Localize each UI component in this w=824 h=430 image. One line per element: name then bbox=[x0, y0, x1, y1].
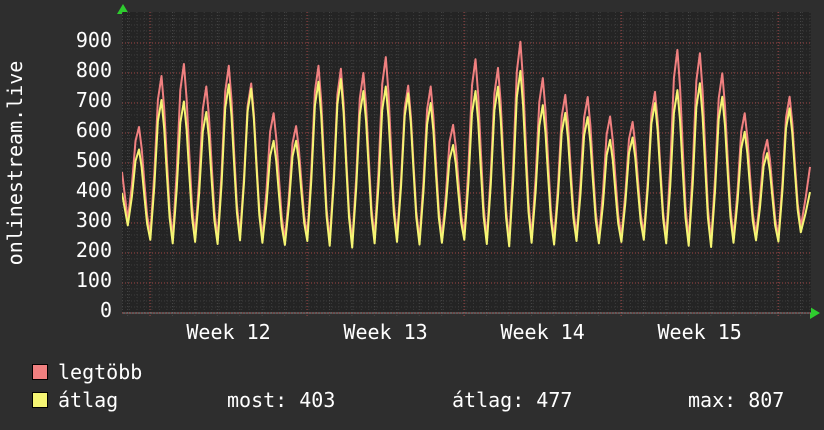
chart-plot-area bbox=[122, 12, 811, 318]
x-axis-week-label: Week 14 bbox=[500, 320, 585, 344]
y-axis-tick-label: 0 bbox=[99, 298, 112, 322]
y-axis-tick-label: 100 bbox=[75, 268, 112, 292]
legend-swatch-legtobb bbox=[32, 364, 48, 380]
y-axis-arrow-icon bbox=[117, 4, 129, 14]
y-axis-tick-label: 900 bbox=[75, 28, 112, 52]
x-axis-week-label: Week 13 bbox=[343, 320, 428, 344]
legend-swatch-atlag bbox=[32, 392, 48, 408]
legend-item-legtobb: legtöbb bbox=[32, 362, 142, 382]
y-axis-tick-label: 600 bbox=[75, 118, 112, 142]
y-axis-tick-label: 800 bbox=[75, 58, 112, 82]
y-axis-tick-label: 200 bbox=[75, 238, 112, 262]
x-axis-arrow-icon bbox=[810, 307, 820, 319]
y-axis-tick-label: 400 bbox=[75, 178, 112, 202]
y-axis-tick-label: 300 bbox=[75, 208, 112, 232]
x-axis-week-label: Week 15 bbox=[657, 320, 742, 344]
series-line-atlag bbox=[122, 69, 811, 249]
stat-max: max: 807 bbox=[688, 388, 785, 412]
legend-label-atlag: átlag bbox=[58, 388, 119, 412]
legend-label-legtobb: legtöbb bbox=[58, 360, 143, 384]
legend-item-atlag: átlag bbox=[32, 390, 118, 410]
stat-most: most: 403 bbox=[227, 388, 336, 412]
y-axis-tick-label: 700 bbox=[75, 88, 112, 112]
stat-atlag: átlag: 477 bbox=[452, 388, 573, 412]
x-axis-week-label: Week 12 bbox=[186, 320, 271, 344]
y-axis-tick-label: 500 bbox=[75, 148, 112, 172]
